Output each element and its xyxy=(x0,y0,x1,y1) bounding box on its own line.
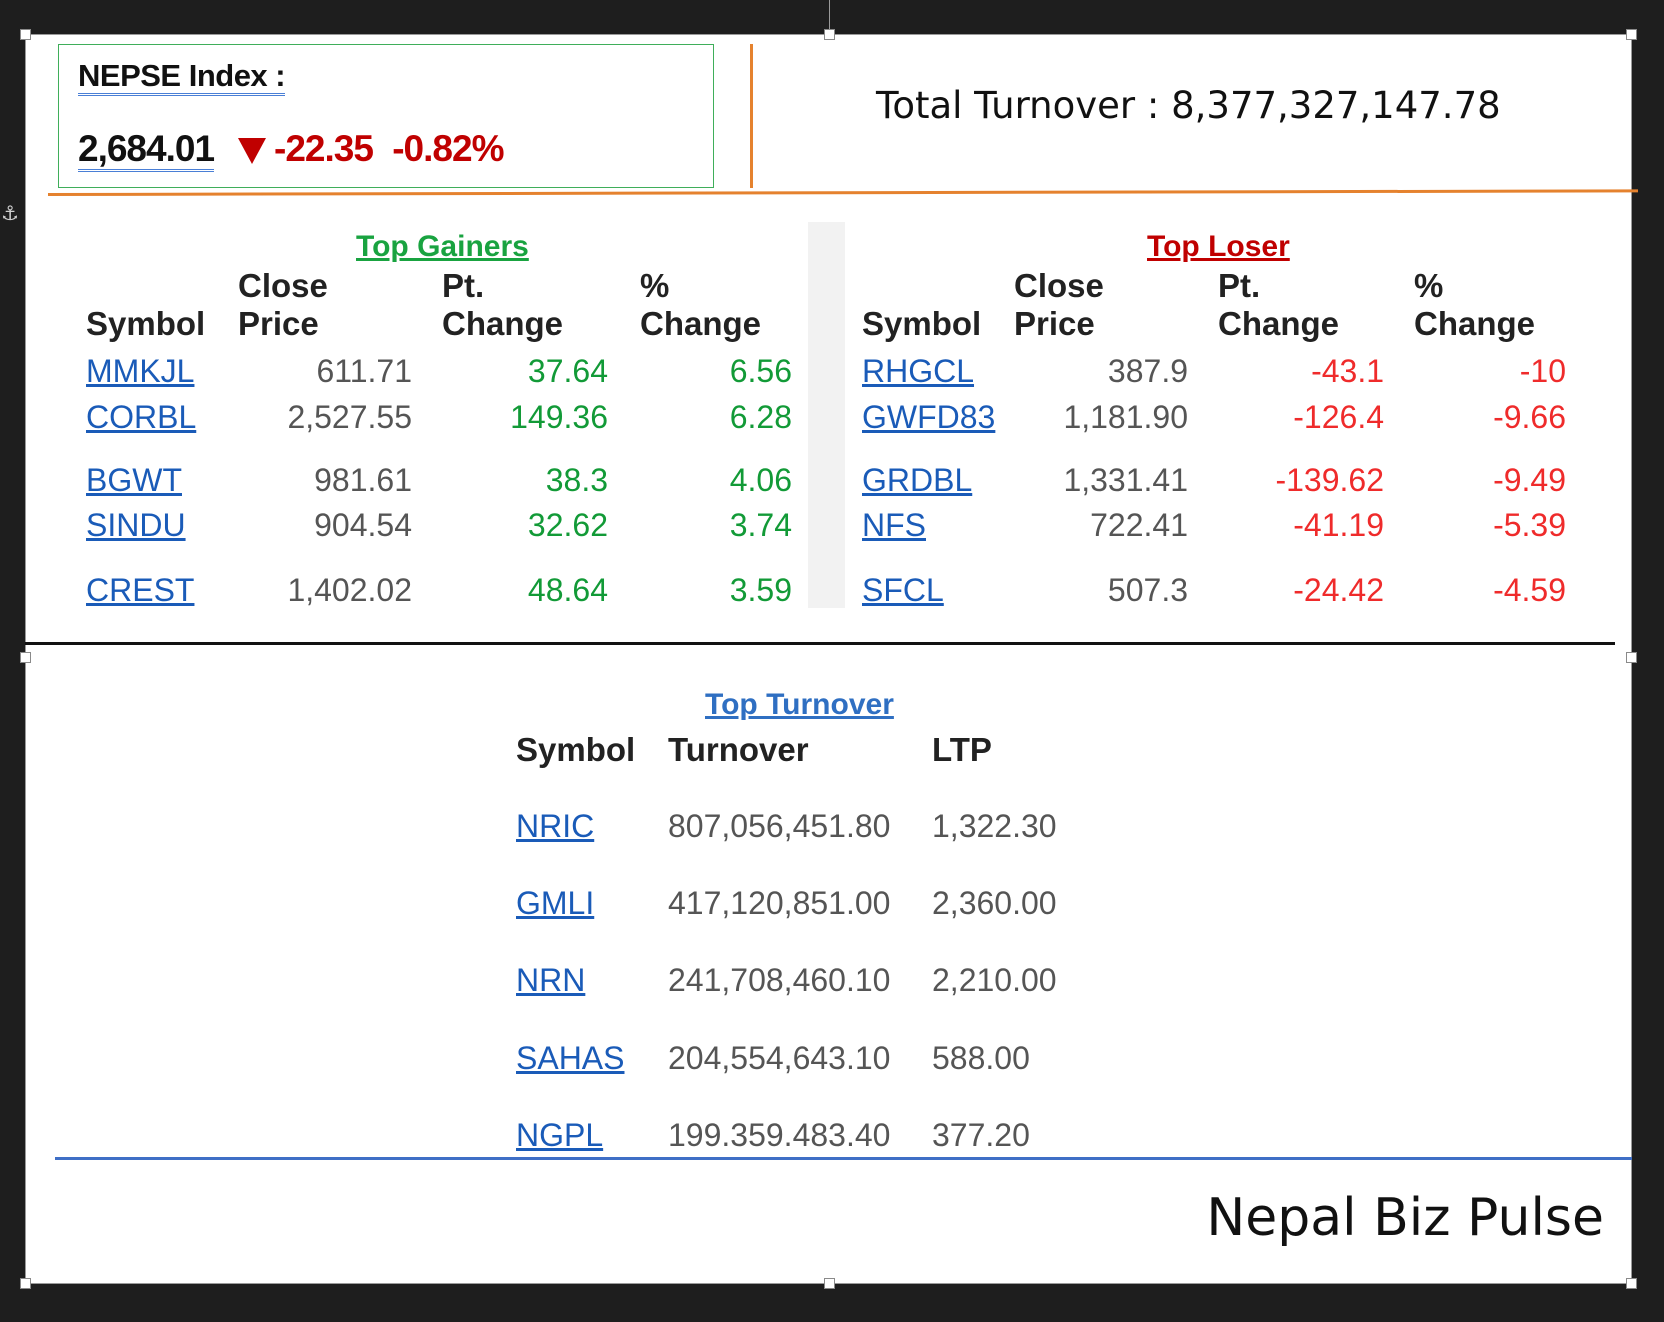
turnover-symbol-link[interactable]: NRN xyxy=(516,962,586,998)
brand-name: Nepal Biz Pulse xyxy=(1206,1188,1604,1248)
nepse-point-change: -22.35 xyxy=(274,128,374,169)
top-turnover-title[interactable]: Top Turnover xyxy=(705,688,894,721)
gainer-pt-change: 37.64 xyxy=(527,353,608,389)
gainer-symbol-link[interactable]: CORBL xyxy=(86,399,197,435)
loser-pt-change: -43.1 xyxy=(1311,353,1384,389)
gainers-col-pct: % xyxy=(640,267,670,304)
gainer-pct-change: 6.28 xyxy=(729,399,792,435)
turnover-amount: 199.359.483.40 xyxy=(668,1117,891,1153)
turnover-symbol-link[interactable]: SAHAS xyxy=(516,1040,625,1076)
resize-handle-left[interactable] xyxy=(20,652,31,663)
losers-col-pt: Pt. xyxy=(1218,267,1261,304)
gainer-pct-change: 3.74 xyxy=(729,507,792,543)
losers-col-symbol: Symbol xyxy=(862,305,982,342)
loser-close-price: 1,181.90 xyxy=(1063,399,1188,435)
gainers-col-pt-change: Change xyxy=(442,305,564,342)
turnover-amount: 417,120,851.00 xyxy=(668,885,891,921)
top-loser-title[interactable]: Top Loser xyxy=(1147,230,1290,263)
gainer-pct-change: 4.06 xyxy=(729,462,792,498)
turnover-ltp: 1,322.30 xyxy=(932,808,1057,844)
nepse-index-box xyxy=(58,44,714,188)
gainers-col-pt: Pt. xyxy=(442,267,485,304)
loser-pct-change: -10 xyxy=(1519,353,1566,389)
gainer-symbol-link[interactable]: BGWT xyxy=(86,462,182,498)
loser-close-price: 507.3 xyxy=(1107,572,1188,608)
resize-handle-top-right[interactable] xyxy=(1626,29,1637,40)
turnover-ltp: 588.00 xyxy=(932,1040,1030,1076)
gainer-close-price: 1,402.02 xyxy=(287,572,412,608)
gainer-pt-change: 149.36 xyxy=(510,399,608,435)
loser-close-price: 1,331.41 xyxy=(1063,462,1188,498)
loser-symbol-link[interactable]: SFCL xyxy=(862,572,944,608)
resize-handle-bottom-left[interactable] xyxy=(20,1278,31,1289)
gainers-col-symbol: Symbol xyxy=(86,305,206,342)
loser-pct-change: -4.59 xyxy=(1493,572,1566,608)
nepse-index-value-line: 2,684.01 -22.35 -0.82% xyxy=(78,128,504,172)
gainers-col-pct-change: Change xyxy=(640,305,762,342)
gainer-pt-change: 48.64 xyxy=(527,572,608,608)
gainers-col-close: Close xyxy=(238,267,328,304)
losers-col-pct: % xyxy=(1414,267,1444,304)
loser-pt-change: -24.42 xyxy=(1293,572,1384,608)
turnover-col-turnover: Turnover xyxy=(668,731,809,768)
header-divider-vertical xyxy=(750,44,753,188)
gainer-pct-change: 6.56 xyxy=(729,353,792,389)
turnover-symbol-link[interactable]: NGPL xyxy=(516,1117,604,1153)
gainer-close-price: 2,527.55 xyxy=(287,399,412,435)
turnover-amount: 807,056,451.80 xyxy=(668,808,891,844)
turnover-amount: 204,554,643.10 xyxy=(668,1040,891,1076)
gainer-close-price: 611.71 xyxy=(316,353,413,389)
gainers-losers-separator xyxy=(808,222,845,608)
resize-handle-bottom-right[interactable] xyxy=(1626,1278,1637,1289)
total-turnover: Total Turnover : 8,377,327,147.78 xyxy=(876,84,1501,127)
losers-col-pct-change: Change xyxy=(1414,305,1536,342)
loser-symbol-link[interactable]: GRDBL xyxy=(862,462,973,498)
turnover-ltp: 2,360.00 xyxy=(932,885,1057,921)
footer-divider xyxy=(55,1157,1632,1160)
resize-handle-top-left[interactable] xyxy=(20,29,31,40)
loser-close-price: 387.9 xyxy=(1107,353,1188,389)
nepse-index-label: NEPSE Index : xyxy=(78,58,286,96)
resize-handle-right[interactable] xyxy=(1626,652,1637,663)
loser-pt-change: -139.62 xyxy=(1275,462,1384,498)
top-gainers-title[interactable]: Top Gainers xyxy=(356,230,529,263)
losers-col-close: Close xyxy=(1014,267,1104,304)
turnover-col-symbol: Symbol xyxy=(516,731,636,768)
loser-pct-change: -9.49 xyxy=(1493,462,1566,498)
loser-pt-change: -41.19 xyxy=(1293,507,1384,543)
nepse-index-value: 2,684.01 xyxy=(78,128,215,172)
gainer-pct-change: 3.59 xyxy=(729,572,792,608)
section-divider xyxy=(25,642,1615,645)
rotate-handle-line xyxy=(829,0,830,34)
turnover-symbol-link[interactable]: GMLI xyxy=(516,885,595,921)
loser-symbol-link[interactable]: NFS xyxy=(862,507,926,543)
loser-symbol-link[interactable]: GWFD83 xyxy=(862,399,996,435)
gainer-close-price: 981.61 xyxy=(314,462,412,498)
nepse-percent-change: -0.82% xyxy=(392,128,504,169)
loser-pt-change: -126.4 xyxy=(1293,399,1384,435)
anchor-icon[interactable]: ⚓ xyxy=(1,201,19,225)
gainer-pt-change: 32.62 xyxy=(527,507,608,543)
resize-handle-top[interactable] xyxy=(824,29,835,40)
loser-pct-change: -5.39 xyxy=(1493,507,1566,543)
loser-close-price: 722.41 xyxy=(1090,507,1188,543)
turnover-symbol-link[interactable]: NRIC xyxy=(516,808,595,844)
turnover-ltp: 2,210.00 xyxy=(932,962,1057,998)
down-triangle-icon xyxy=(238,138,267,165)
losers-col-price: Price xyxy=(1014,305,1095,342)
loser-symbol-link[interactable]: RHGCL xyxy=(862,353,975,389)
gainer-symbol-link[interactable]: MMKJL xyxy=(86,353,195,389)
turnover-ltp: 377.20 xyxy=(932,1117,1030,1153)
turnover-col-ltp: LTP xyxy=(932,731,992,768)
turnover-amount: 241,708,460.10 xyxy=(668,962,891,998)
resize-handle-bottom[interactable] xyxy=(824,1278,835,1289)
loser-pct-change: -9.66 xyxy=(1493,399,1566,435)
gainer-symbol-link[interactable]: SINDU xyxy=(86,507,186,543)
gainer-close-price: 904.54 xyxy=(314,507,412,543)
gainers-col-price: Price xyxy=(238,305,319,342)
gainer-symbol-link[interactable]: CREST xyxy=(86,572,195,608)
gainer-pt-change: 38.3 xyxy=(545,462,608,498)
losers-col-pt-change: Change xyxy=(1218,305,1340,342)
